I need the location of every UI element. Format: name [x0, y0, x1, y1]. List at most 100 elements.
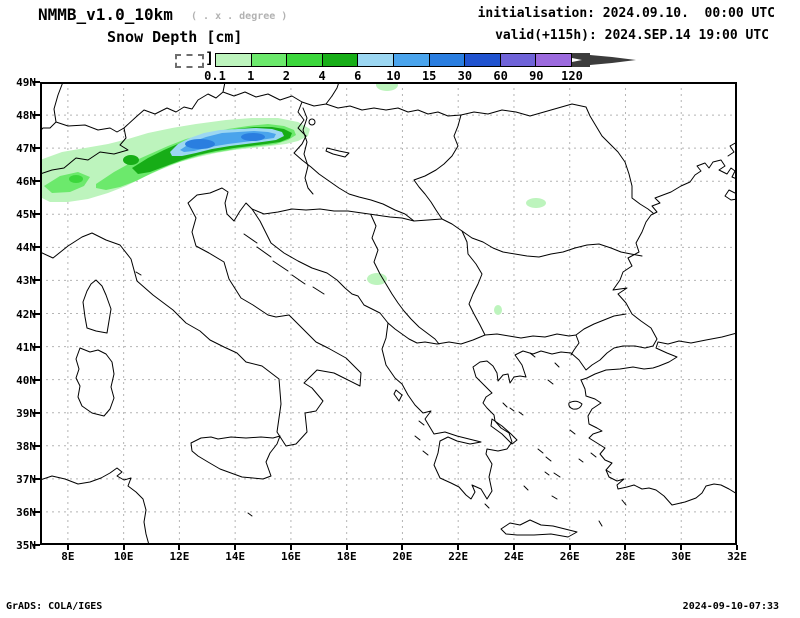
- lat-tick: [33, 147, 40, 150]
- snow-spot-carpathians: [526, 198, 546, 208]
- coastline-turkey: [580, 332, 738, 506]
- lon-label-28E: 28E: [615, 550, 636, 563]
- lon-tick: [122, 545, 125, 550]
- coastline-europe-main: [39, 159, 738, 500]
- lon-tick: [234, 545, 237, 550]
- colorbar-tick-label: 4: [318, 69, 326, 83]
- border-switzerland: [39, 121, 129, 175]
- lat-label-44N: 44N: [16, 241, 36, 255]
- colorbar-overflow-arrow: [572, 53, 636, 67]
- snow-spot-dinaric: [367, 273, 387, 285]
- model-title: NMMB_v1.0_10km: [38, 5, 173, 24]
- map-plot: [39, 79, 738, 546]
- lon-label-16E: 16E: [280, 550, 301, 563]
- river-danube-hungary: [302, 107, 314, 195]
- snow-depth-shading-layer: [40, 79, 546, 315]
- colorbar-tick-label: 1: [247, 69, 255, 83]
- lon-label-8E: 8E: [61, 550, 75, 563]
- border-drina-macedonia: [370, 214, 440, 345]
- colorbar-segment-7: [465, 54, 501, 66]
- colorbar-tick-label: 90: [529, 69, 544, 83]
- snow-dark-green-spot-1: [123, 155, 139, 165]
- lat-label-48N: 48N: [16, 109, 36, 123]
- colorbar-segment-1: [251, 54, 288, 66]
- lat-label-47N: 47N: [16, 142, 36, 156]
- coastline-euboea: [490, 418, 518, 445]
- colorbar-tick-label: 0.1: [204, 69, 226, 83]
- lat-label-35N: 35N: [16, 539, 36, 552]
- coastline-border-layer: [39, 81, 738, 546]
- snow-spot-rila: [494, 305, 502, 315]
- lon-tick: [680, 545, 683, 550]
- lat-tick: [33, 444, 40, 447]
- lat-tick: [33, 279, 40, 282]
- border-danube-romania-bulgaria: [461, 230, 643, 258]
- border-austria-hungary-west: [293, 101, 415, 222]
- lon-tick: [289, 545, 292, 550]
- grads-credit: GrADS: COLA/IGES: [6, 601, 103, 612]
- lon-tick: [457, 545, 460, 550]
- colorbar-segment-6: [429, 54, 466, 66]
- colorbar-tick-label: 120: [561, 69, 583, 83]
- resolution-note: ( . x . degree ): [191, 11, 288, 22]
- lon-tick: [624, 545, 627, 550]
- graticule-layer: [40, 82, 737, 545]
- lat-label-40N: 40N: [16, 373, 36, 387]
- colorbar-tick-label: 60: [493, 69, 508, 83]
- lat-tick: [33, 213, 40, 216]
- coastline-ionian-aegean-islands: [135, 271, 627, 527]
- colorbar-segment-9: [536, 54, 571, 66]
- lat-tick: [33, 246, 40, 249]
- lat-label-46N: 46N: [16, 175, 36, 189]
- lon-tick: [568, 545, 571, 550]
- lake-neusiedl: [308, 118, 316, 126]
- colorbar-below-min-marker: [175, 54, 204, 68]
- lat-tick: [33, 180, 40, 183]
- border-romania-north-east: [460, 103, 654, 214]
- lat-label-42N: 42N: [16, 307, 36, 321]
- creation-timestamp: 2024-09-10-07:33: [682, 601, 779, 612]
- lat-label-41N: 41N: [16, 340, 36, 354]
- lat-tick: [33, 114, 40, 117]
- colorbar-tick-label: 30: [457, 69, 473, 83]
- lon-tick: [736, 545, 738, 550]
- border-greece-albania-macedonia: [387, 322, 486, 345]
- colorbar-segment-5: [393, 54, 430, 66]
- lat-label-38N: 38N: [16, 439, 36, 453]
- coastline-crete: [500, 519, 578, 538]
- border-sava-croatia-bosnia: [251, 208, 443, 222]
- coastline-adriatic-islands: [243, 233, 325, 295]
- variable-title: Snow Depth [cm]: [107, 28, 243, 46]
- colorbar-bracket: ]: [205, 49, 215, 67]
- lat-tick: [33, 411, 40, 414]
- lon-label-22E: 22E: [448, 550, 469, 563]
- coastline-sardinia: [75, 347, 115, 417]
- lon-label-20E: 20E: [392, 550, 413, 563]
- border-bulgaria-greece-turkey: [484, 313, 627, 356]
- snow-dark-green-spot-2: [69, 175, 83, 183]
- colorbar-tick-label: 2: [282, 69, 291, 83]
- coastline-dnieper-estuaries: [724, 141, 738, 201]
- lon-label-18E: 18E: [336, 550, 357, 563]
- coastline-north-africa: [39, 467, 150, 546]
- lon-label-26E: 26E: [559, 550, 580, 563]
- snow-blue-core-2: [241, 133, 265, 141]
- colorbar-tick-label: 10: [386, 69, 401, 83]
- lake-balaton: [325, 147, 350, 158]
- lat-label-49N: 49N: [16, 76, 36, 89]
- snow-blue-core-1: [185, 139, 215, 149]
- colorbar: [215, 53, 572, 67]
- arrow-shape: [572, 53, 636, 67]
- map-frame: [40, 82, 737, 545]
- lon-tick: [178, 545, 181, 550]
- colorbar-tick-label: 15: [421, 69, 437, 83]
- lon-tick: [345, 545, 348, 550]
- colorbar-tick-label: 6: [354, 69, 362, 83]
- colorbar-segment-2: [287, 54, 323, 66]
- colorbar-segment-8: [500, 54, 537, 66]
- lat-tick: [33, 510, 40, 513]
- initialisation-time: initialisation: 2024.09.10. 00:00 UTC: [477, 6, 775, 21]
- lat-label-39N: 39N: [16, 406, 36, 420]
- lon-tick: [401, 545, 404, 550]
